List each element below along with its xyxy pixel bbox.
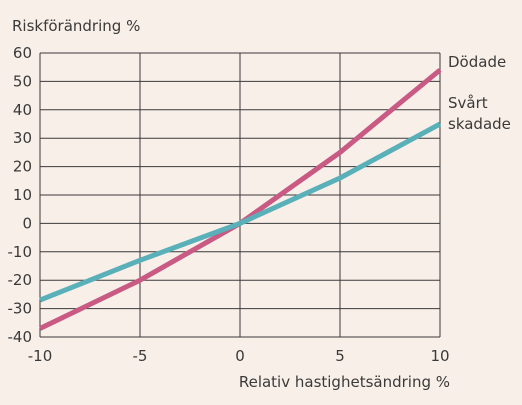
series-label-1: Svårt <box>448 94 488 112</box>
x-axis-title: Relativ hastighetsändring % <box>239 373 450 391</box>
series-line-1 <box>39 121 442 303</box>
x-tick-label: 10 <box>430 347 449 365</box>
y-tick-label: 20 <box>13 158 32 176</box>
x-tick-label: -5 <box>133 347 148 365</box>
y-tick-label: 0 <box>22 214 32 232</box>
x-tick-label: -10 <box>28 347 53 365</box>
y-tick-label: 40 <box>13 101 32 119</box>
x-tick-label: 5 <box>335 347 345 365</box>
y-tick-label: -10 <box>8 243 33 261</box>
y-tick-label: -20 <box>8 271 33 289</box>
y-tick-label: -30 <box>8 300 33 318</box>
series-label-1: skadade <box>448 115 511 133</box>
y-tick-labels: 60 50 40 30 20 10 0 -10 -20 -30 -40 <box>8 44 33 346</box>
x-tick-label: 0 <box>235 347 245 365</box>
series-labels: Dödade Svårt skadade <box>448 53 511 133</box>
x-tick-labels: -10 -5 0 5 10 <box>28 347 450 365</box>
y-tick-label: 30 <box>13 129 32 147</box>
y-tick-label: 50 <box>13 72 32 90</box>
series-label-0: Dödade <box>448 53 506 71</box>
y-tick-label: 10 <box>13 186 32 204</box>
y-tick-label: 60 <box>13 44 32 62</box>
grid <box>39 52 441 338</box>
y-tick-label: -40 <box>8 328 33 346</box>
series-lines <box>38 68 442 331</box>
y-axis-title: Riskförändring % <box>12 17 140 35</box>
